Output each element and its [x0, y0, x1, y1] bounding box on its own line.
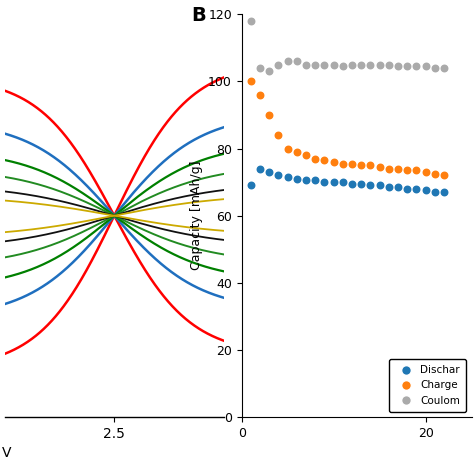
- Point: [339, 160, 346, 167]
- Point: [394, 63, 402, 70]
- Point: [403, 185, 411, 192]
- Point: [275, 61, 283, 68]
- Point: [440, 172, 448, 179]
- Point: [330, 61, 337, 68]
- Y-axis label: Capacity [mAh/g]: Capacity [mAh/g]: [190, 161, 202, 271]
- Point: [357, 180, 365, 188]
- Point: [385, 183, 392, 191]
- Point: [247, 182, 255, 189]
- Point: [403, 166, 411, 174]
- Point: [302, 152, 310, 159]
- Point: [321, 178, 328, 186]
- Point: [321, 156, 328, 164]
- Point: [348, 61, 356, 68]
- Point: [284, 145, 292, 152]
- Point: [275, 131, 283, 139]
- Point: [440, 188, 448, 196]
- Point: [284, 173, 292, 181]
- Point: [247, 78, 255, 85]
- Point: [330, 158, 337, 166]
- Point: [293, 175, 301, 182]
- Point: [357, 162, 365, 169]
- Point: [413, 63, 420, 70]
- Point: [413, 166, 420, 174]
- Text: V: V: [2, 447, 12, 460]
- Point: [256, 64, 264, 72]
- Point: [339, 63, 346, 70]
- Point: [311, 177, 319, 184]
- Point: [413, 185, 420, 192]
- Point: [431, 188, 438, 196]
- Point: [256, 91, 264, 99]
- Point: [265, 111, 273, 119]
- Point: [293, 148, 301, 155]
- Point: [302, 177, 310, 184]
- Point: [284, 57, 292, 65]
- Point: [422, 63, 429, 70]
- Point: [357, 61, 365, 68]
- Point: [247, 17, 255, 25]
- Point: [302, 61, 310, 68]
- Text: B: B: [191, 6, 206, 25]
- Legend: Dischar, Charge, Coulom: Dischar, Charge, Coulom: [389, 359, 466, 412]
- Point: [265, 67, 273, 75]
- Point: [385, 165, 392, 173]
- Point: [431, 64, 438, 72]
- Point: [422, 187, 429, 194]
- Point: [330, 178, 337, 186]
- Point: [394, 165, 402, 173]
- Point: [275, 172, 283, 179]
- Point: [394, 183, 402, 191]
- Point: [321, 61, 328, 68]
- Point: [431, 170, 438, 177]
- Point: [422, 168, 429, 176]
- Point: [265, 168, 273, 176]
- Point: [348, 160, 356, 167]
- Point: [256, 165, 264, 173]
- Point: [367, 61, 374, 68]
- Point: [376, 61, 383, 68]
- Point: [339, 178, 346, 186]
- Point: [385, 61, 392, 68]
- Point: [293, 57, 301, 65]
- Point: [376, 182, 383, 189]
- Point: [367, 182, 374, 189]
- Point: [403, 63, 411, 70]
- Point: [311, 155, 319, 163]
- Point: [376, 163, 383, 171]
- Point: [440, 64, 448, 72]
- Point: [348, 180, 356, 188]
- Point: [367, 162, 374, 169]
- Point: [311, 61, 319, 68]
